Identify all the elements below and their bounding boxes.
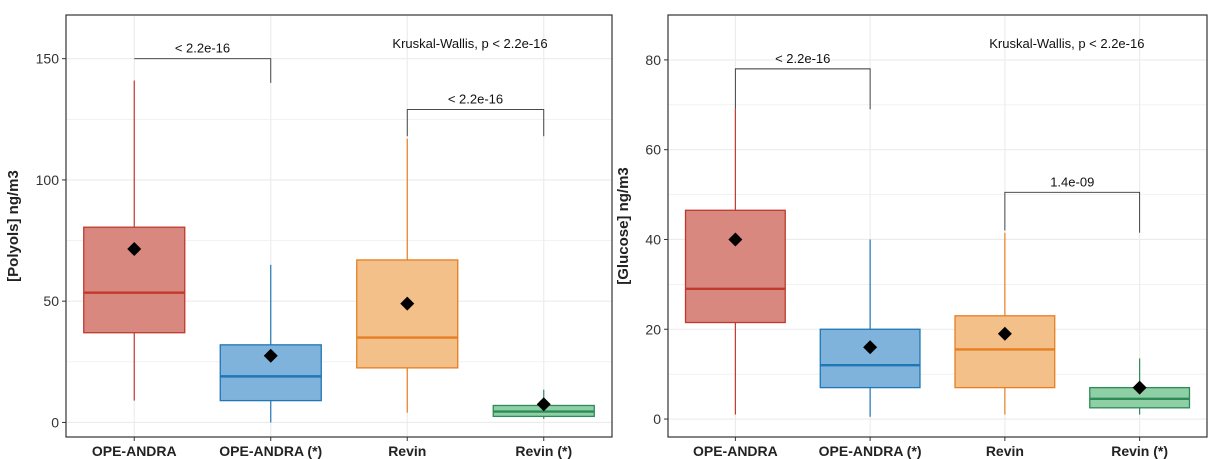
bracket-line bbox=[134, 58, 272, 83]
y-tick-label: 50 bbox=[43, 293, 59, 309]
comparison-bracket: < 2.2e-16 bbox=[406, 92, 545, 137]
x-tick-label: Revin (*) bbox=[515, 443, 572, 459]
box-ope-andra bbox=[219, 264, 322, 423]
mean-marker bbox=[863, 340, 878, 355]
box-ope-andra bbox=[684, 109, 786, 415]
bracket-p-value: < 2.2e-16 bbox=[775, 51, 830, 66]
y-tick-label: 0 bbox=[51, 414, 59, 430]
bracket-line bbox=[734, 68, 871, 110]
x-tick-label: Revin (*) bbox=[1111, 443, 1168, 459]
y-axis-label: [Glucose] ng/m3 bbox=[615, 167, 632, 285]
y-tick-label: 0 bbox=[653, 411, 661, 427]
bracket-line bbox=[406, 109, 545, 137]
box-iqr bbox=[83, 226, 186, 334]
bracket-p-value: 1.4e-09 bbox=[1050, 174, 1094, 189]
box-revin bbox=[356, 138, 459, 413]
box-ope-andra bbox=[819, 239, 921, 417]
bracket-p-value: < 2.2e-16 bbox=[448, 92, 503, 107]
x-tick-label: Revin bbox=[986, 443, 1024, 459]
box-revin bbox=[954, 232, 1056, 415]
mean-marker bbox=[127, 242, 142, 257]
x-tick-label: OPE-ANDRA bbox=[92, 443, 177, 459]
y-tick-label: 100 bbox=[36, 172, 60, 188]
bracket-p-value: < 2.2e-16 bbox=[175, 41, 230, 56]
kruskal-wallis-annotation: Kruskal-Wallis, p < 2.2e-16 bbox=[392, 36, 547, 51]
chart-panel-2: 0 20 40 60 80 [Glucose] ng/m3 OPE-ANDRA OPE-AND… bbox=[615, 14, 1208, 459]
box-iqr bbox=[954, 315, 1056, 389]
y-tick-label: 40 bbox=[645, 231, 661, 247]
bracket-line bbox=[1004, 191, 1141, 233]
mean-marker bbox=[1132, 380, 1147, 395]
comparison-bracket: 1.4e-09 bbox=[1004, 174, 1141, 233]
x-tick-label: OPE-ANDRA (*) bbox=[819, 443, 922, 459]
y-axis-label: [Polyols] ng/m3 bbox=[5, 170, 22, 282]
box-iqr bbox=[819, 328, 921, 389]
chart-panel-1: 0 50 100 150 [Polyols] ng/m3 OPE-ANDRA OPE-AND… bbox=[5, 14, 613, 459]
comparison-bracket: < 2.2e-16 bbox=[134, 41, 272, 83]
mean-marker bbox=[997, 326, 1012, 341]
box-iqr bbox=[356, 259, 459, 369]
mean-marker bbox=[400, 296, 415, 311]
kruskal-wallis-annotation: Kruskal-Wallis, p < 2.2e-16 bbox=[989, 36, 1144, 51]
mean-marker bbox=[263, 348, 278, 363]
x-tick-label: Revin bbox=[388, 443, 426, 459]
x-tick-label: OPE-ANDRA bbox=[693, 443, 778, 459]
panel-border bbox=[65, 14, 613, 438]
comparison-bracket: < 2.2e-16 bbox=[734, 51, 871, 110]
y-tick-label: 60 bbox=[645, 142, 661, 158]
y-tick-label: 150 bbox=[36, 51, 60, 67]
mean-marker bbox=[728, 232, 743, 247]
box-revin bbox=[492, 389, 595, 419]
y-tick-label: 80 bbox=[645, 52, 661, 68]
box-iqr bbox=[684, 209, 786, 324]
box-revin bbox=[1089, 358, 1191, 415]
x-tick-label: OPE-ANDRA (*) bbox=[219, 443, 322, 459]
mean-marker bbox=[536, 397, 551, 412]
panel-border bbox=[667, 14, 1208, 438]
box-ope-andra bbox=[83, 80, 186, 401]
y-tick-label: 20 bbox=[645, 321, 661, 337]
